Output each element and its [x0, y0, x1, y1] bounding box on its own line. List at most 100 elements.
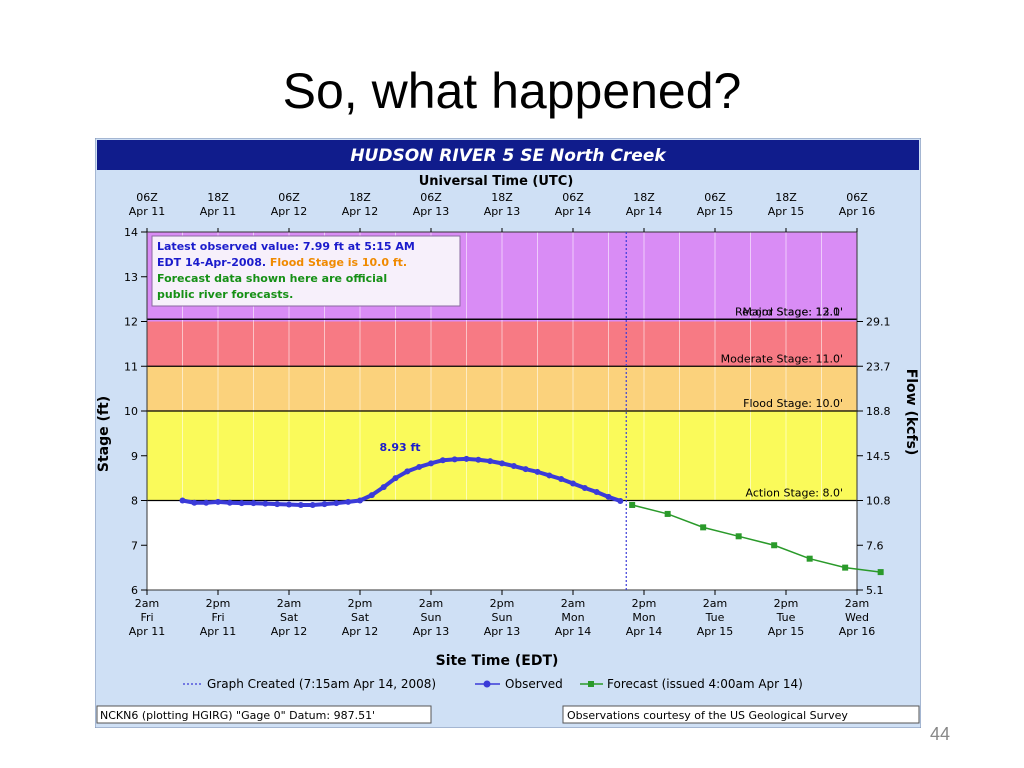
forecast-point [771, 542, 778, 549]
legend-forecast-swatch [588, 681, 594, 687]
top-tick-label: 18Z [207, 191, 229, 204]
x-tick-label: Apr 11 [129, 625, 166, 638]
top-tick-label: 18Z [349, 191, 371, 204]
forecast-point [877, 569, 884, 576]
slide-number: 44 [930, 724, 951, 744]
observed-point [380, 484, 387, 491]
x-tick-label: Mon [632, 611, 655, 624]
observed-point [451, 456, 458, 463]
observed-point [475, 456, 482, 463]
forecast-point [664, 510, 671, 517]
observed-point [593, 488, 600, 495]
title-bar [97, 140, 919, 170]
observed-point [357, 497, 363, 504]
x-tick-label: Apr 15 [697, 625, 734, 638]
observed-point [368, 492, 375, 499]
top-tick-label: 06Z [562, 191, 584, 204]
x-tick-label: 2pm [206, 597, 231, 610]
top-tick-label: 18Z [775, 191, 797, 204]
x-tick-label: 2am [561, 597, 585, 610]
x-tick-label: Apr 12 [342, 625, 379, 638]
observed-point [487, 458, 494, 465]
observed-point [463, 455, 470, 462]
observed-point [215, 498, 221, 505]
y-tick-label: 13 [124, 271, 138, 284]
footer-right-box [562, 705, 920, 724]
x-tick-label: Apr 14 [555, 625, 592, 638]
y-tick-label: 12 [124, 316, 138, 329]
x-tick-label: 2am [703, 597, 727, 610]
top-axis-label: Universal Time (UTC) [419, 174, 574, 189]
annotation-line-2: EDT 14-Apr-2008. Flood Stage is 10.0 ft. [157, 256, 407, 269]
right-tick-label: 29.1 [866, 316, 891, 329]
x-tick-label: Apr 14 [626, 625, 663, 638]
peak-label: 8.93 ft [379, 441, 420, 454]
top-tick-label: Apr 16 [839, 205, 876, 218]
y-tick-label: 9 [131, 450, 138, 463]
legend: Graph Created (7:15am Apr 14, 2008) Obser… [183, 677, 803, 691]
observed-point [522, 466, 529, 473]
axes: 6 7 8 9 10 11 12 13 14 5.1 7.6 10.8 14.5 18.8 23.7 29.1… [124, 191, 891, 638]
footer-left-box [96, 705, 432, 724]
x-tick-label: Sat [280, 611, 299, 624]
top-tick-label: Apr 11 [200, 205, 237, 218]
right-tick-label: 7.6 [866, 539, 884, 552]
forecast-point [629, 501, 636, 508]
stage-line-label-3: Flood Stage: 10.0' [743, 397, 843, 410]
y-tick-label: 11 [124, 360, 138, 373]
x-tick-label: Apr 13 [413, 625, 450, 638]
top-tick-label: 06Z [136, 191, 158, 204]
top-tick-label: Apr 12 [271, 205, 308, 218]
x-tick-label: 2am [419, 597, 443, 610]
x-tick-label: Apr 13 [484, 625, 521, 638]
top-tick-label: 06Z [846, 191, 868, 204]
x-tick-label: 2pm [490, 597, 515, 610]
x-tick-label: Fri [211, 611, 224, 624]
forecast-point [735, 533, 742, 540]
observed-point [581, 484, 588, 491]
x-tick-label: Sun [492, 611, 513, 624]
observed-point [605, 493, 612, 500]
x-tick-label: Tue [705, 611, 725, 624]
observed-point [510, 463, 517, 470]
y-tick-label: 10 [124, 405, 138, 418]
forecast-point [842, 564, 849, 571]
observed-point [238, 500, 245, 507]
top-tick-label: Apr 11 [129, 205, 166, 218]
legend-graph-created-label: Graph Created (7:15am Apr 14, 2008) [207, 677, 436, 691]
stage-line-label-0: Record Stage: 13.1' [735, 305, 843, 318]
right-axis-label: Flow (kcfs) [903, 369, 919, 456]
observed-point [262, 500, 269, 507]
observed-point [416, 463, 423, 470]
x-tick-label: Sat [351, 611, 370, 624]
x-tick-label: Apr 12 [271, 625, 308, 638]
x-axis-label: Site Time (EDT) [436, 653, 559, 669]
observed-point [392, 475, 399, 482]
observed-point [203, 499, 210, 506]
legend-observed-swatch [483, 680, 491, 688]
y-tick-label: 8 [131, 495, 138, 508]
observed-point [439, 457, 446, 464]
right-tick-label: 23.7 [866, 360, 891, 373]
y-tick-label: 14 [124, 226, 138, 239]
observed-point [274, 501, 281, 508]
forecast-line [631, 504, 881, 573]
observed-point [499, 460, 505, 467]
annotation-line-1: Latest observed value: 7.99 ft at 5:15 A… [157, 240, 415, 253]
top-tick-label: Apr 15 [768, 205, 805, 218]
observed-point [558, 476, 565, 483]
annotation-line-3: Forecast data shown here are official [157, 272, 387, 285]
x-tick-label: Fri [140, 611, 153, 624]
observed-point [309, 501, 316, 508]
x-tick-label: 2pm [632, 597, 657, 610]
footer-right: Observations courtesy of the US Geologic… [567, 709, 848, 722]
annotation-box: Latest observed value: 7.99 ft at 5:15 A… [151, 235, 461, 307]
observed-point [570, 480, 576, 487]
observed-point [321, 501, 328, 508]
right-tick-label: 14.5 [866, 450, 891, 463]
top-tick-label: 06Z [278, 191, 300, 204]
forecast-point [700, 524, 707, 531]
annotation-line-2b: Flood Stage is 10.0 ft. [270, 256, 407, 269]
observed-point [428, 460, 434, 467]
legend-forecast-label: Forecast (issued 4:00am Apr 14) [607, 677, 803, 691]
